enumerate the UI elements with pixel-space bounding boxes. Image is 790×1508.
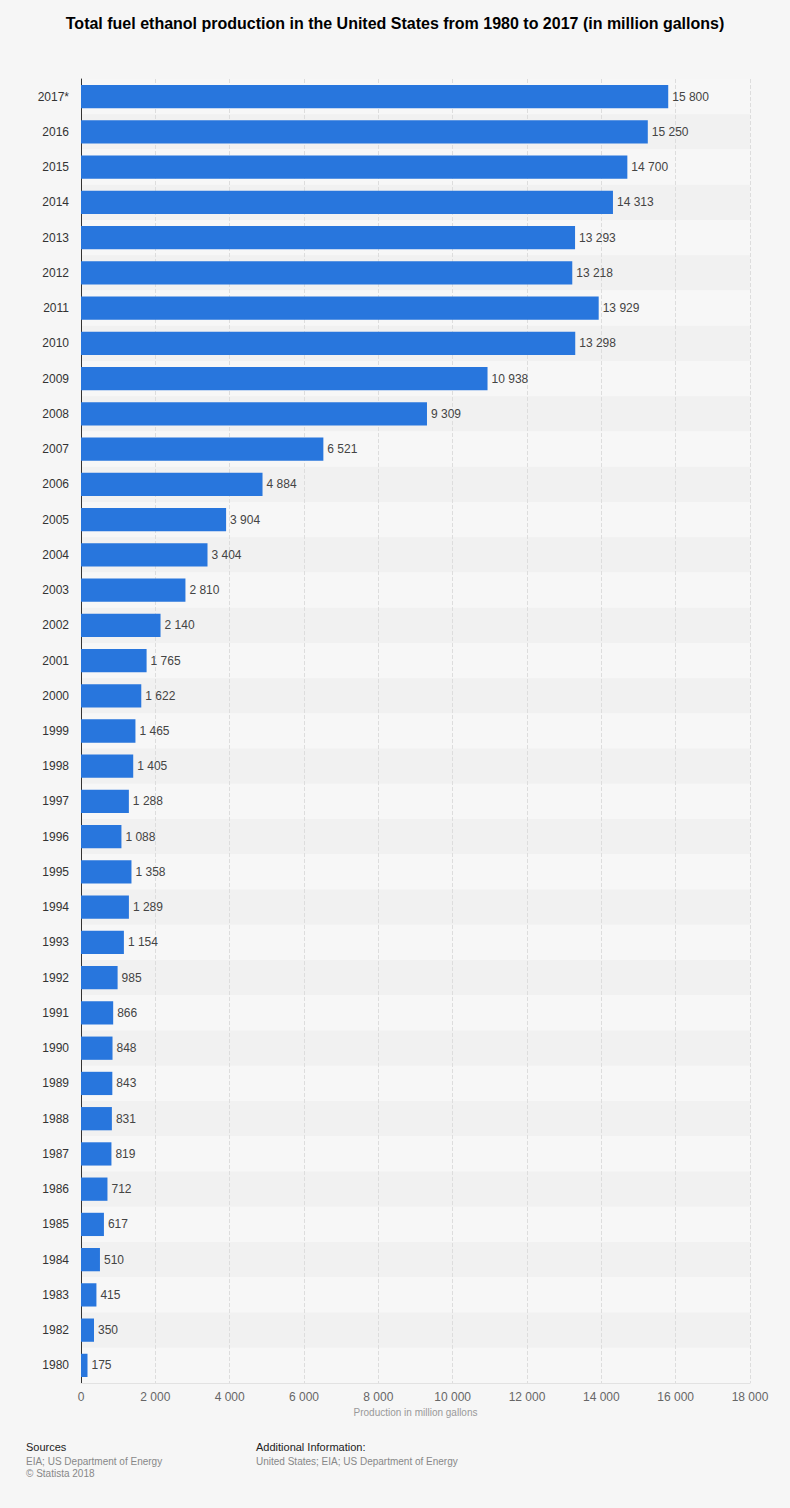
svg-text:2001: 2001 [42, 654, 69, 668]
svg-text:2014: 2014 [42, 195, 69, 209]
svg-text:15 800: 15 800 [672, 90, 709, 104]
svg-text:2007: 2007 [42, 442, 69, 456]
svg-text:13 293: 13 293 [579, 231, 616, 245]
svg-text:EIA; US Department of Energy: EIA; US Department of Energy [26, 1456, 162, 1467]
svg-text:1 289: 1 289 [133, 900, 163, 914]
svg-text:1990: 1990 [42, 1041, 69, 1055]
svg-text:13 218: 13 218 [576, 266, 613, 280]
svg-text:1986: 1986 [42, 1182, 69, 1196]
svg-text:16 000: 16 000 [657, 1390, 694, 1404]
svg-text:510: 510 [104, 1253, 124, 1267]
svg-text:9 309: 9 309 [431, 407, 461, 421]
svg-text:4 884: 4 884 [267, 477, 297, 491]
svg-text:1 405: 1 405 [137, 759, 167, 773]
svg-text:175: 175 [92, 1358, 112, 1372]
svg-text:2002: 2002 [42, 618, 69, 632]
svg-text:1998: 1998 [42, 759, 69, 773]
svg-text:866: 866 [117, 1006, 137, 1020]
svg-text:10 938: 10 938 [492, 372, 529, 386]
svg-text:2015: 2015 [42, 160, 69, 174]
svg-text:2012: 2012 [42, 266, 69, 280]
svg-text:1996: 1996 [42, 830, 69, 844]
svg-text:617: 617 [108, 1217, 128, 1231]
svg-text:6 521: 6 521 [327, 442, 357, 456]
svg-text:Additional Information:: Additional Information: [256, 1441, 365, 1453]
svg-text:415: 415 [100, 1288, 120, 1302]
svg-text:10 000: 10 000 [434, 1390, 471, 1404]
svg-text:6 000: 6 000 [289, 1390, 319, 1404]
svg-text:14 313: 14 313 [617, 195, 654, 209]
svg-text:1993: 1993 [42, 935, 69, 949]
svg-text:2 810: 2 810 [189, 583, 219, 597]
svg-text:1984: 1984 [42, 1253, 69, 1267]
svg-text:2000: 2000 [42, 689, 69, 703]
svg-text:1992: 1992 [42, 971, 69, 985]
svg-text:2010: 2010 [42, 336, 69, 350]
svg-text:1980: 1980 [42, 1358, 69, 1372]
svg-text:1 622: 1 622 [145, 689, 175, 703]
svg-text:Production in million gallons: Production in million gallons [354, 1407, 478, 1418]
svg-text:© Statista 2018: © Statista 2018 [26, 1468, 95, 1479]
svg-text:1983: 1983 [42, 1288, 69, 1302]
svg-text:United States; EIA; US Departm: United States; EIA; US Department of Ene… [256, 1456, 458, 1467]
svg-text:15 250: 15 250 [652, 125, 689, 139]
svg-text:1 765: 1 765 [151, 654, 181, 668]
svg-text:Total fuel ethanol production: Total fuel ethanol production in the Uni… [66, 15, 724, 32]
svg-text:2013: 2013 [42, 231, 69, 245]
svg-text:13 298: 13 298 [579, 336, 616, 350]
svg-text:2016: 2016 [42, 125, 69, 139]
svg-text:2005: 2005 [42, 513, 69, 527]
svg-text:2004: 2004 [42, 548, 69, 562]
svg-text:0: 0 [78, 1390, 85, 1404]
svg-text:1991: 1991 [42, 1006, 69, 1020]
svg-text:1997: 1997 [42, 794, 69, 808]
svg-text:12 000: 12 000 [509, 1390, 546, 1404]
svg-text:1 358: 1 358 [135, 865, 165, 879]
svg-text:2011: 2011 [43, 301, 69, 315]
svg-text:1 288: 1 288 [133, 794, 163, 808]
svg-text:843: 843 [116, 1076, 136, 1090]
svg-text:985: 985 [122, 971, 142, 985]
svg-text:14 700: 14 700 [631, 160, 668, 174]
svg-text:14 000: 14 000 [583, 1390, 620, 1404]
svg-text:2017*: 2017* [38, 90, 70, 104]
svg-text:2008: 2008 [42, 407, 69, 421]
svg-text:1994: 1994 [42, 900, 69, 914]
svg-text:1 465: 1 465 [139, 724, 169, 738]
svg-text:1989: 1989 [42, 1076, 69, 1090]
svg-text:350: 350 [98, 1323, 118, 1337]
svg-text:2 000: 2 000 [140, 1390, 170, 1404]
svg-text:2006: 2006 [42, 477, 69, 491]
svg-text:1 088: 1 088 [125, 830, 155, 844]
svg-text:13 929: 13 929 [603, 301, 640, 315]
svg-text:1987: 1987 [42, 1147, 69, 1161]
svg-text:18 000: 18 000 [732, 1390, 769, 1404]
svg-text:1985: 1985 [42, 1217, 69, 1231]
svg-text:1995: 1995 [42, 865, 69, 879]
svg-text:8 000: 8 000 [363, 1390, 393, 1404]
svg-text:3 904: 3 904 [230, 513, 260, 527]
svg-text:1988: 1988 [42, 1112, 69, 1126]
svg-text:831: 831 [116, 1112, 136, 1126]
svg-text:1 154: 1 154 [128, 935, 158, 949]
svg-text:4 000: 4 000 [215, 1390, 245, 1404]
svg-text:712: 712 [111, 1182, 131, 1196]
svg-text:848: 848 [117, 1041, 137, 1055]
svg-text:2003: 2003 [42, 583, 69, 597]
svg-text:Sources: Sources [26, 1441, 67, 1453]
svg-text:1982: 1982 [42, 1323, 69, 1337]
svg-text:2 140: 2 140 [165, 618, 195, 632]
svg-text:3 404: 3 404 [212, 548, 242, 562]
svg-text:1999: 1999 [42, 724, 69, 738]
svg-text:2009: 2009 [42, 372, 69, 386]
svg-text:819: 819 [115, 1147, 135, 1161]
